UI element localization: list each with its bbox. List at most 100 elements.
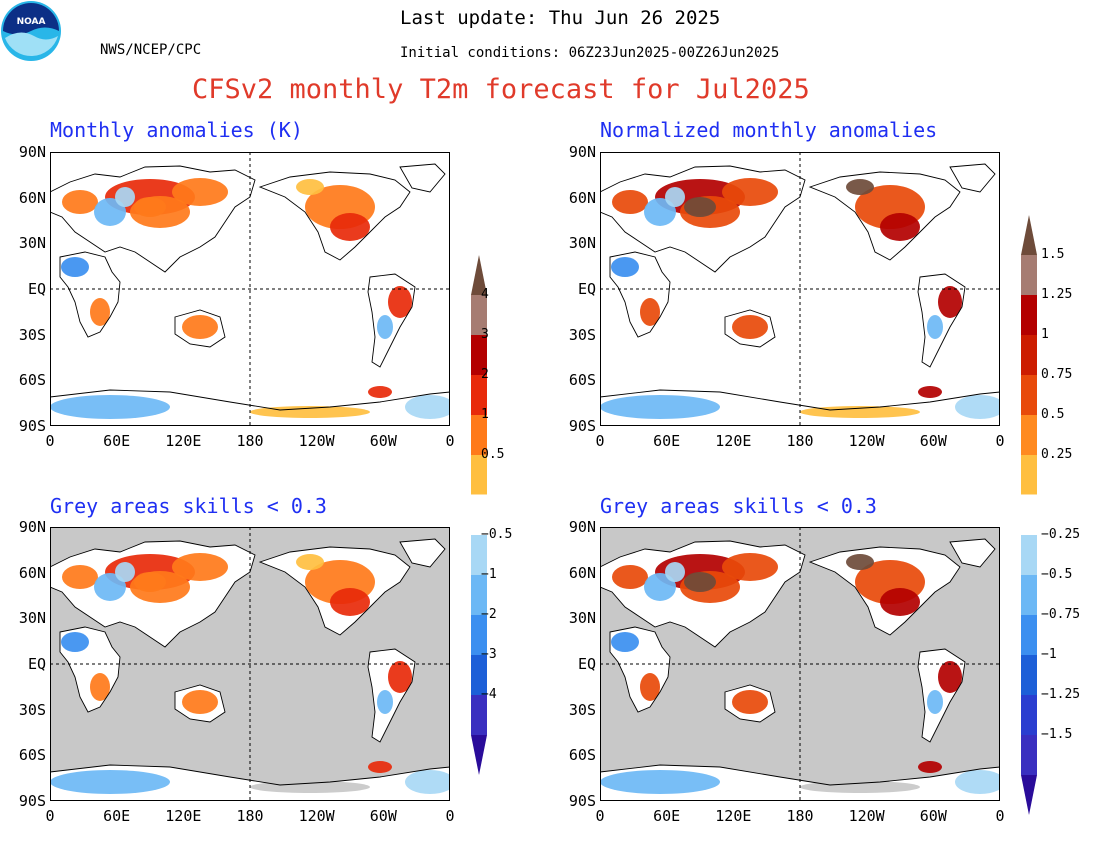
anomaly-patch: [722, 553, 778, 581]
lon-tick-label: 120E: [165, 432, 202, 450]
lon-tick-label: 0: [445, 807, 455, 825]
map-frame: [600, 527, 1000, 801]
lat-tick-label: 90N: [18, 518, 46, 536]
colorbar-label: 4: [481, 287, 489, 302]
lon-tick-label: 60W: [369, 432, 397, 450]
lon-tick-label: 0: [595, 432, 605, 450]
land-greenland: [950, 164, 995, 192]
colorbar-label: 1: [1041, 327, 1049, 342]
anomaly-patch: [377, 690, 393, 714]
colorbar-segment: [471, 415, 487, 455]
lon-tick-label: 60W: [919, 432, 947, 450]
lon-tick-label: 180: [236, 432, 264, 450]
colorbar-segment: [1021, 575, 1037, 615]
anomaly-patch: [90, 673, 110, 701]
anomaly-patch: [368, 386, 392, 398]
colorbar-label: −0.75: [1041, 607, 1081, 622]
colorbar-segment: [471, 375, 487, 415]
anomaly-patch: [918, 386, 942, 398]
lon-tick-label: 120W: [848, 807, 885, 825]
colorbar-label: −4: [481, 687, 497, 702]
normalized-colorbar: [1020, 215, 1038, 815]
anomaly-patch: [918, 761, 942, 773]
anomaly-patch: [611, 632, 639, 652]
panel-title-skill-left: Grey areas skills < 0.3: [50, 494, 327, 518]
coastline-greenland: [399, 163, 446, 193]
coastline-samerica: [917, 273, 966, 368]
anomaly-patch: [405, 395, 450, 419]
coastline-australia: [724, 684, 776, 723]
anomaly-patch: [732, 315, 768, 339]
anomaly-patch: [640, 298, 660, 326]
anomaly-patch: [134, 572, 166, 592]
anomaly-patch: [61, 257, 89, 277]
lon-tick-label: 180: [786, 807, 814, 825]
anomaly-patch: [182, 690, 218, 714]
anomaly-patch: [296, 179, 324, 195]
anomaly-patch: [62, 565, 98, 589]
colorbar-label: −0.5: [1041, 567, 1073, 582]
anomaly-patch: [134, 197, 166, 217]
anomaly-patch: [612, 565, 648, 589]
lat-tick-label: 60N: [568, 188, 596, 207]
anomaly-patch: [846, 554, 874, 570]
lat-tick-label: 30N: [18, 234, 46, 253]
map-frame: [600, 152, 1000, 426]
coastline-namerica: [808, 171, 961, 261]
anomaly-patch: [115, 187, 135, 207]
colorbar-segment: [1021, 375, 1037, 415]
lat-tick-label: 30N: [568, 609, 596, 628]
anomaly-patch: [665, 187, 685, 207]
colorbar-segment: [471, 535, 487, 575]
lon-tick-label: 180: [236, 807, 264, 825]
map-frame: [50, 527, 450, 801]
colorbar-label: −2: [481, 607, 497, 622]
anomaly-patch: [600, 770, 720, 794]
lon-tick-label: 60W: [369, 807, 397, 825]
noaa-logo-text: NOAA: [17, 17, 46, 27]
lat-tick-label: 90S: [568, 417, 596, 435]
lat-tick-label: 90S: [568, 792, 596, 810]
anomaly-patch: [800, 781, 920, 793]
anomaly-patch: [938, 286, 962, 318]
colorbar-segment: [1021, 615, 1037, 655]
colorbar-triangle-bottom: [471, 735, 487, 775]
lat-tick-label: EQ: [27, 655, 46, 673]
anomaly-patch: [94, 198, 126, 226]
anomaly-patch: [388, 661, 412, 693]
colorbar-label: −0.25: [1041, 527, 1081, 542]
colorbar-label: 3: [481, 327, 489, 342]
lon-tick-label: 60E: [653, 807, 681, 825]
lon-tick-label: 0: [995, 432, 1005, 450]
anomaly-patch: [94, 573, 126, 601]
colorbar-label: 1.25: [1041, 287, 1073, 302]
anomaly-patch: [684, 197, 716, 217]
lat-tick-label: 90S: [18, 792, 46, 810]
lat-tick-label: 30S: [18, 700, 46, 719]
lat-tick-label: 30N: [568, 234, 596, 253]
lon-tick-label: 120E: [165, 807, 202, 825]
anomaly-patch: [927, 690, 943, 714]
lon-tick-label: 120W: [298, 807, 335, 825]
colorbar-segment: [471, 335, 487, 375]
anomaly-patch: [665, 562, 685, 582]
colorbar-label: 0.75: [1041, 367, 1073, 382]
lat-tick-label: 60N: [568, 563, 596, 582]
last-update-label: Last update: Thu Jun 26 2025: [400, 7, 721, 29]
anomaly-patch: [115, 562, 135, 582]
colorbar-segment: [1021, 735, 1037, 775]
anomaly-patch: [50, 770, 170, 794]
lon-tick-label: 0: [45, 432, 55, 450]
anomaly-patch: [880, 213, 920, 241]
lon-tick-label: 0: [995, 807, 1005, 825]
anomaly-patch: [927, 315, 943, 339]
lat-tick-label: 30N: [18, 609, 46, 628]
lat-tick-label: 60N: [18, 563, 46, 582]
colorbar-segment: [1021, 295, 1037, 335]
anomaly-patch: [684, 572, 716, 592]
coastline-australia: [174, 684, 226, 723]
lat-tick-label: 60S: [568, 371, 596, 390]
coastline-antarctica: [50, 389, 450, 426]
lat-tick-label: 90N: [568, 143, 596, 161]
anomaly-patch: [182, 315, 218, 339]
